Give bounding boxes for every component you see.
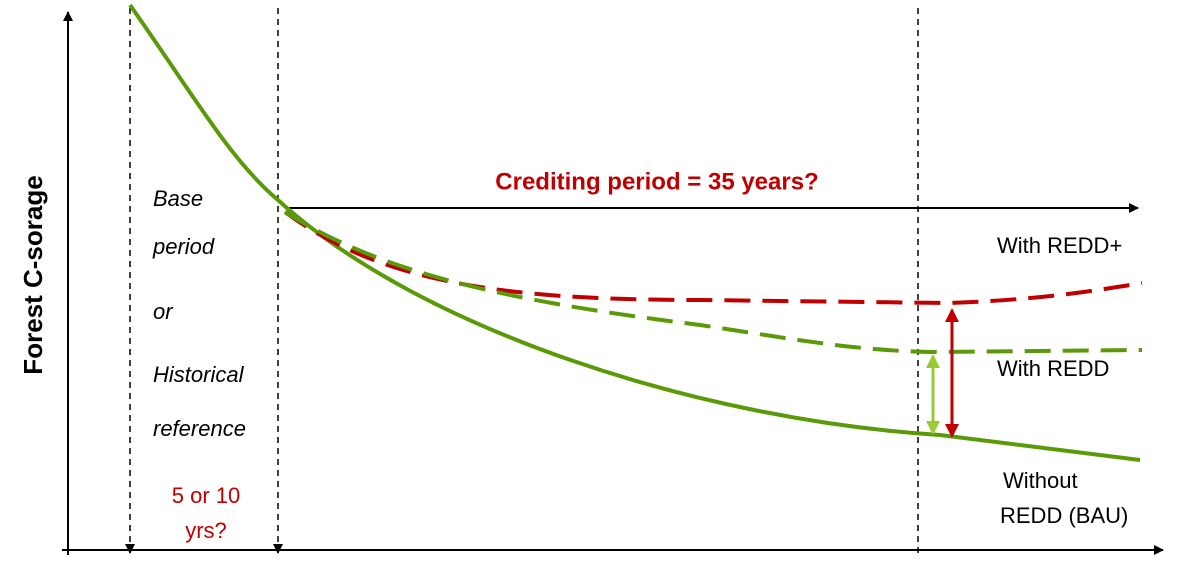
bau-curve (128, 3, 1141, 462)
curve-label: REDD (BAU) (1000, 503, 1128, 528)
y-axis-label: Forest C-sorage (18, 175, 48, 374)
base-period-text: reference (153, 416, 246, 441)
duration-text: yrs? (185, 518, 227, 543)
base-period-text: Base (153, 186, 203, 211)
curve-label: With REDD (997, 356, 1109, 381)
redd-curve (283, 210, 1143, 355)
crediting-period-label: Crediting period = 35 years? (495, 168, 818, 195)
base-period-text: or (153, 299, 174, 324)
curve-label: With REDD+ (997, 233, 1122, 258)
curve-label: Without (1003, 468, 1078, 493)
redd-plus-curve (283, 210, 1143, 306)
base-period-text: Historical (153, 362, 245, 387)
base-period-text: period (152, 234, 215, 259)
duration-text: 5 or 10 (172, 483, 241, 508)
